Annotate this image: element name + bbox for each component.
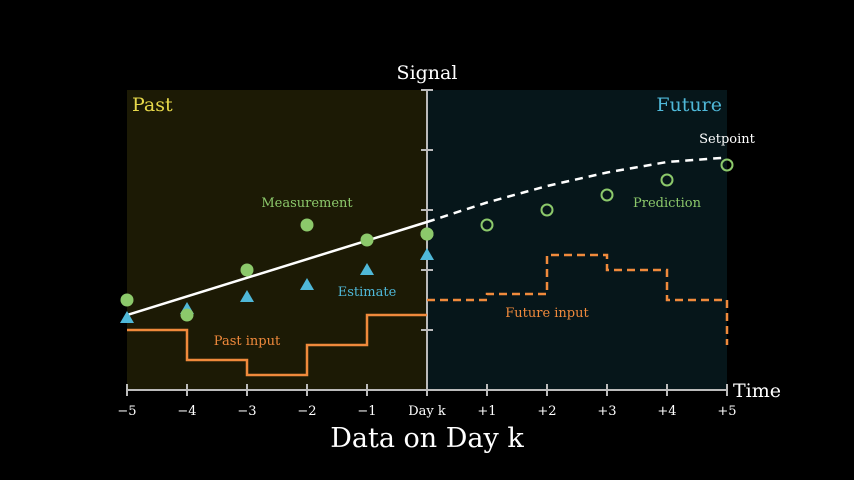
prediction-label: Prediction: [633, 196, 702, 211]
future-input-label: Future input: [505, 306, 589, 321]
x-tick-label: Day k: [408, 404, 446, 419]
x-tick-label: +3: [597, 404, 616, 419]
estimate-point: [360, 263, 374, 275]
x-tick-label: −1: [357, 404, 376, 419]
future-input-steps: [427, 253, 729, 345]
x-axis-label: Time: [733, 380, 781, 402]
measurement-point: [360, 233, 374, 247]
measurement-point: [240, 263, 254, 277]
past-input-steps: [127, 313, 427, 377]
estimate-trend-line: [126, 220, 428, 317]
x-tick-label: +1: [477, 404, 496, 419]
x-tick-label: −4: [177, 404, 196, 419]
setpoint-trajectory: [426, 156, 728, 224]
prediction-point: [720, 158, 734, 172]
chart-marks: [120, 156, 734, 377]
estimate-point: [240, 290, 254, 302]
prediction-point: [660, 173, 674, 187]
measurement-point: [120, 293, 134, 307]
x-tick-label: −5: [117, 404, 136, 419]
x-tick-label: −2: [297, 404, 316, 419]
past-title: Past: [132, 94, 173, 116]
y-axis-label: Signal: [397, 62, 458, 84]
future-title: Future: [656, 94, 722, 116]
estimate-point: [120, 311, 134, 323]
estimate-label: Estimate: [338, 285, 397, 300]
axes: −5 −4 −3 −2 −1 Day k +1 +2 +3 +4 +5: [117, 89, 737, 419]
x-tick-label: −3: [237, 404, 256, 419]
past-region: [127, 90, 427, 390]
measurement-point: [420, 227, 434, 241]
x-tick-label: +2: [537, 404, 556, 419]
measurement-point: [300, 218, 314, 232]
setpoint-label: Setpoint: [699, 132, 756, 147]
caption: Data on Day k: [330, 423, 524, 454]
prediction-point: [540, 203, 554, 217]
prediction-point: [600, 188, 614, 202]
estimate-point: [300, 278, 314, 290]
measurement-label: Measurement: [261, 196, 353, 211]
measurement-point: [180, 308, 194, 322]
prediction-point: [480, 218, 494, 232]
past-input-label: Past input: [214, 334, 281, 349]
estimate-point: [420, 248, 434, 260]
x-tick-label: +4: [657, 404, 676, 419]
x-tick-label: +5: [717, 404, 736, 419]
future-region: [427, 90, 727, 390]
